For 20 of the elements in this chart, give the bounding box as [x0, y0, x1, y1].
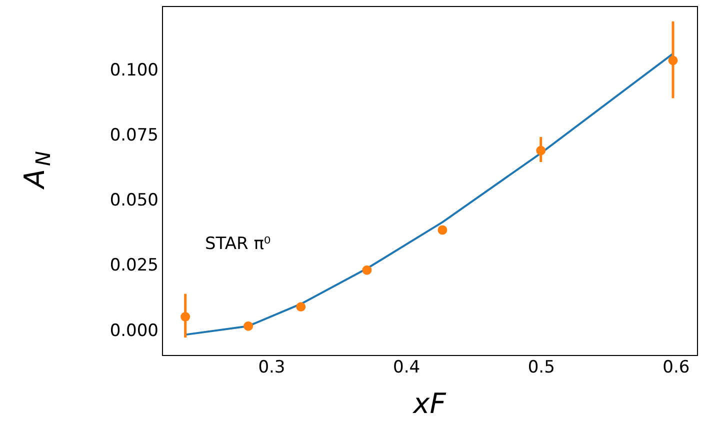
x-tick-label: 0.3 [258, 358, 286, 378]
point [180, 312, 190, 322]
annotation: STAR π⁰ [205, 234, 271, 254]
x-tick-label: 0.4 [393, 358, 420, 378]
point [362, 265, 372, 275]
point [668, 56, 678, 66]
y-tick-label: 0.075 [110, 125, 158, 146]
line-series [184, 52, 674, 336]
point [536, 146, 546, 156]
x-tick-label: 0.6 [662, 358, 690, 378]
y-tick-label: 0.025 [110, 256, 158, 276]
x-tick-label: 0.5 [528, 358, 555, 378]
point [296, 302, 306, 312]
y-tick-label: 0.000 [110, 320, 158, 341]
point [244, 321, 254, 331]
x-axis-title: xF [412, 387, 447, 420]
point [438, 225, 448, 235]
y-axis-title: AN [18, 150, 55, 190]
y-tick-label: 0.050 [110, 190, 158, 211]
y-tick-label: 0.100 [110, 60, 158, 80]
